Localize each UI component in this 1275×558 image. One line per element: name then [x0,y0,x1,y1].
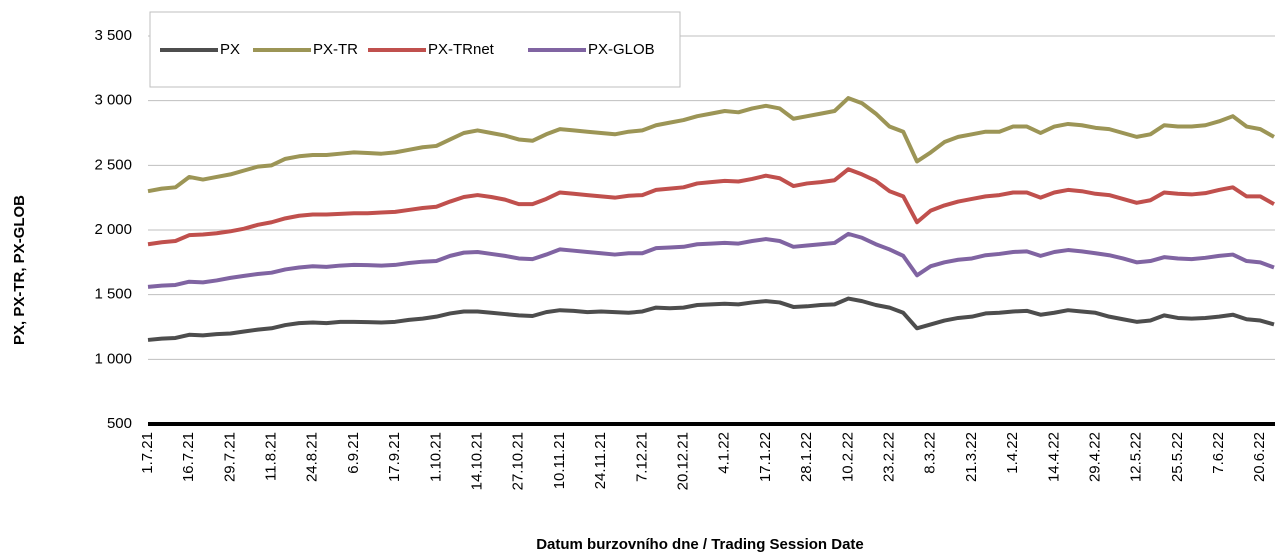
x-tick-label: 10.11.21 [551,432,568,489]
legend: PX PX-TR PX-TRnet PX-GLOB [149,11,681,88]
y-axis-label: PX, PX-TR, PX-GLOB [11,195,28,345]
x-tick-label: 20.12.21 [675,432,692,490]
x-tick-label: 10.2.22 [839,432,856,482]
x-tick-label: 25.5.22 [1169,432,1186,482]
legend-label: PX-TR [313,41,358,58]
x-tick-label: 16.7.21 [180,432,197,482]
x-tick-label: 11.8.21 [263,432,280,481]
x-tick-label: 17.9.21 [386,432,403,482]
x-tick-label: 6.9.21 [345,432,362,474]
legend-label: PX-TRnet [428,41,495,58]
y-tick-label: 500 [107,415,132,432]
x-tick-label: 12.5.22 [1128,432,1145,482]
series-line [147,96,1275,194]
x-tick-label: 4.1.22 [716,432,733,474]
x-tick-label: 24.11.21 [592,432,609,489]
legend-label: PX [220,41,240,58]
y-tick-label: 1 000 [94,350,132,367]
x-tick-label: 7.12.21 [633,432,650,482]
x-tick-label: 23.2.22 [880,432,897,482]
y-tick-label: 1 500 [94,286,132,303]
x-tick-label: 7.6.22 [1210,432,1227,474]
x-tick-label: 8.3.22 [922,432,939,474]
x-tick-label: 29.7.21 [221,432,238,482]
x-tick-label: 21.3.22 [963,432,980,482]
x-tick-label: 17.1.22 [757,432,774,482]
y-tick-label: 3 000 [94,92,132,109]
x-tick-label: 27.10.21 [510,432,527,490]
y-tick-label: 3 500 [94,27,132,44]
y-tick-label: 2 500 [94,156,132,173]
x-tick-label: 1.7.21 [139,432,156,474]
series-line [147,167,1275,247]
x-tick-label: 20.6.22 [1251,432,1268,482]
series-line [147,231,1275,289]
x-tick-label: 24.8.21 [304,432,321,482]
x-tick-label: 28.1.22 [798,432,815,482]
legend-label: PX-GLOB [588,41,655,58]
series-line [147,296,1275,342]
x-tick-label: 29.4.22 [1086,432,1103,482]
x-axis-label: Datum burzovního dne / Trading Session D… [536,536,864,553]
x-tick-label: 14.10.21 [469,432,486,490]
x-tick-label: 14.4.22 [1045,432,1062,482]
y-tick-label: 2 000 [94,221,132,238]
x-tick-label: 1.4.22 [1004,432,1021,474]
x-tick-label: 1.10.21 [427,432,444,482]
